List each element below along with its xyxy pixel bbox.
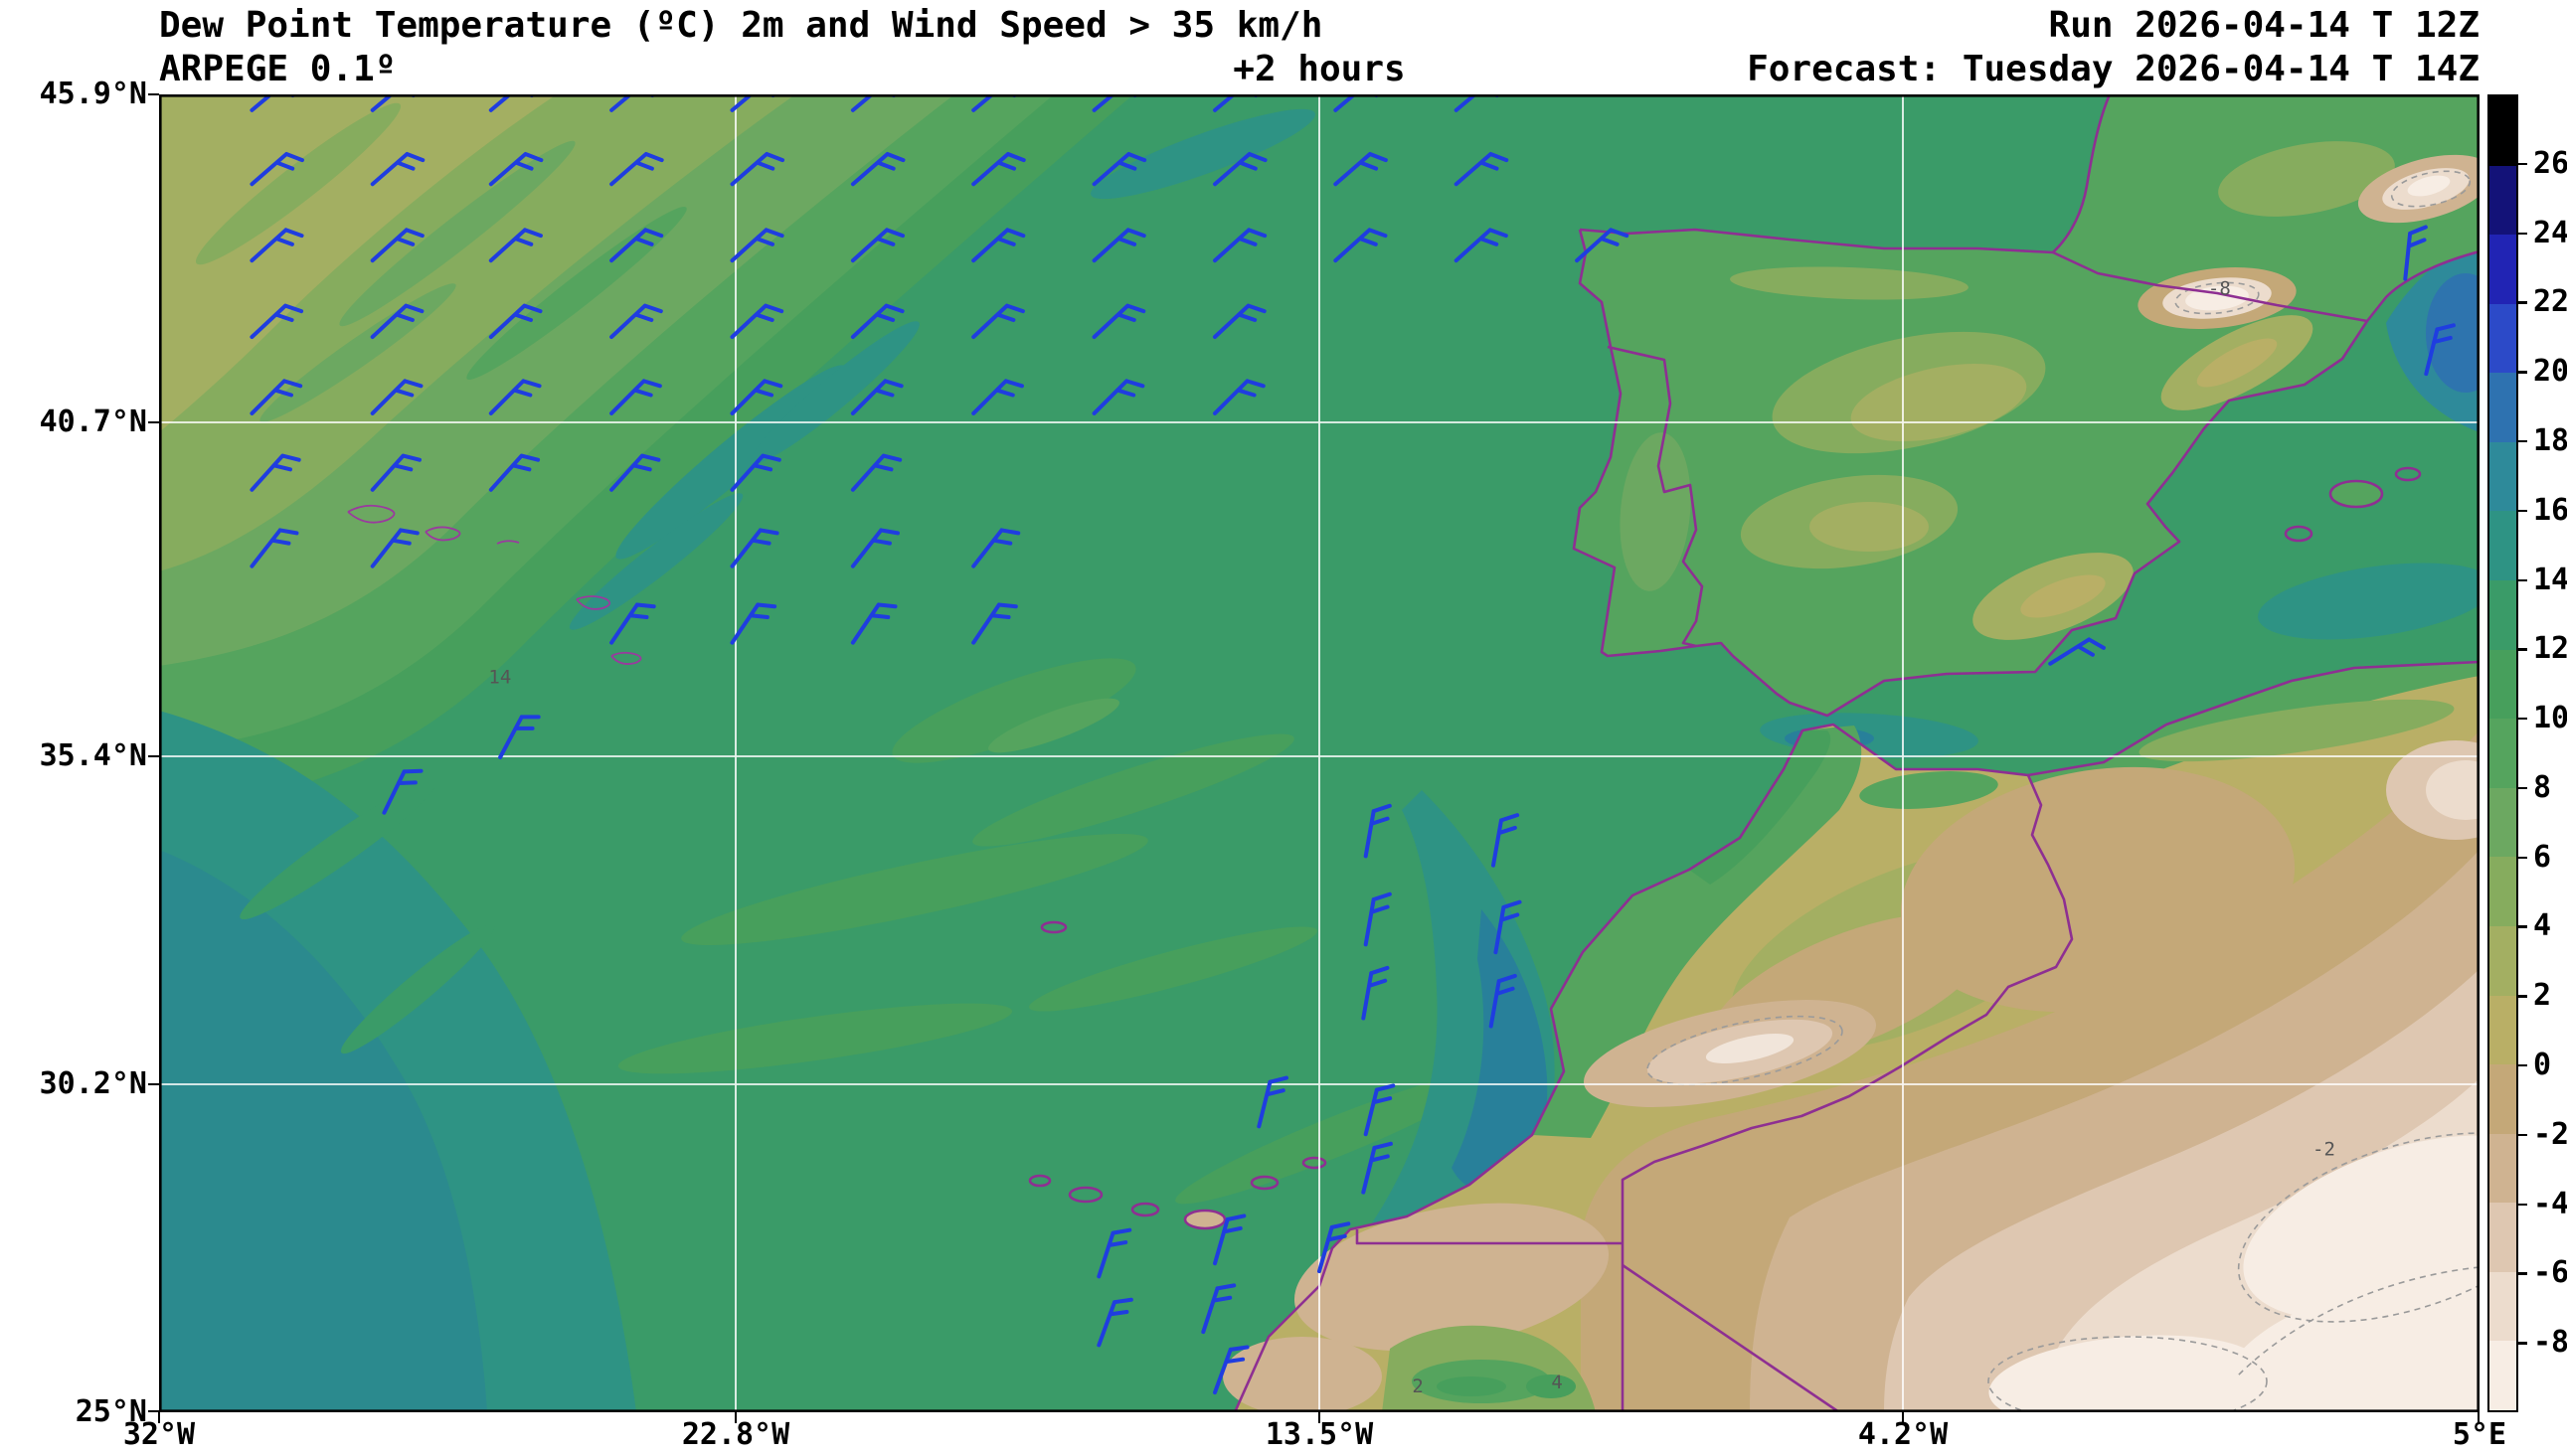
- y-tick-mark: [148, 755, 159, 758]
- colorbar-tick-mark: [2518, 162, 2527, 166]
- colorbar-tick-mark: [2518, 648, 2527, 651]
- contour-label: 2: [1412, 1375, 1423, 1397]
- colorbar-tick-mark: [2518, 439, 2527, 443]
- contour-label-layer: 14 -8 -2 2 4: [488, 278, 2335, 1397]
- contour-label: 14: [488, 667, 511, 689]
- colorbar-tick-mark: [2518, 509, 2527, 513]
- run-label: Run 2026-04-14 T 12Z: [2048, 5, 2480, 46]
- colorbar-tick-mark: [2518, 1064, 2527, 1067]
- y-tick-label: 40.7°N: [39, 404, 147, 439]
- colorbar-segment: [2489, 1203, 2516, 1272]
- colorbar-segment: [2489, 441, 2516, 512]
- chart-title: Dew Point Temperature (ºC) 2m and Wind S…: [159, 5, 1323, 46]
- colorbar-segment: [2489, 1341, 2516, 1410]
- colorbar-segment: [2489, 787, 2516, 858]
- y-tick-label: 35.4°N: [39, 738, 147, 773]
- land-layer: [1223, 94, 2480, 1412]
- colorbar-tick-label: 18: [2533, 422, 2567, 458]
- colorbar-tick-label: 22: [2533, 284, 2567, 320]
- y-tick-mark: [148, 1410, 159, 1413]
- contour-label: -8: [2208, 278, 2231, 300]
- colorbar-tick-label: 0: [2533, 1048, 2552, 1083]
- colorbar-tick-mark: [2518, 301, 2527, 304]
- colorbar-tick-label: 14: [2533, 562, 2567, 597]
- colorbar: [2487, 94, 2518, 1412]
- colorbar-tick-label: 2: [2533, 978, 2552, 1014]
- colorbar-segment: [2489, 511, 2516, 581]
- colorbar-tick-mark: [2518, 578, 2527, 581]
- colorbar-tick-label: 10: [2533, 701, 2567, 736]
- colorbar-tick-label: -2: [2533, 1116, 2567, 1152]
- colorbar-tick-mark: [2518, 1272, 2527, 1275]
- colorbar-tick-mark: [2518, 995, 2527, 998]
- forecast-label: Forecast: Tuesday 2026-04-14 T 14Z: [1747, 49, 2480, 89]
- colorbar-tick-mark: [2518, 1133, 2527, 1137]
- x-tick-mark: [735, 1412, 738, 1423]
- colorbar-segment: [2489, 719, 2516, 788]
- colorbar-tick-label: 16: [2533, 492, 2567, 528]
- x-tick-mark: [2478, 1412, 2481, 1423]
- colorbar-segment: [2489, 303, 2516, 374]
- colorbar-tick-label: 12: [2533, 631, 2567, 667]
- colorbar-tick-mark: [2518, 925, 2527, 928]
- colorbar-tick-label: -4: [2533, 1186, 2567, 1221]
- grid-layer: [159, 94, 2480, 1412]
- contour-label: -2: [2312, 1138, 2335, 1160]
- colorbar-segment: [2489, 96, 2516, 166]
- x-tick-mark: [1902, 1412, 1905, 1423]
- model-label: ARPEGE 0.1º: [159, 49, 397, 89]
- colorbar-segment: [2489, 1064, 2516, 1134]
- map-canvas: 14 -8 -2 2 4: [159, 94, 2480, 1412]
- colorbar-tick-label: 8: [2533, 769, 2552, 805]
- colorbar-tick-label: -8: [2533, 1325, 2567, 1361]
- colorbar-tick-label: -6: [2533, 1255, 2567, 1291]
- colorbar-tick-mark: [2518, 856, 2527, 860]
- colorbar-segment: [2489, 580, 2516, 650]
- colorbar-segment: [2489, 373, 2516, 442]
- colorbar-segment: [2489, 235, 2516, 304]
- colorbar-segment: [2489, 1271, 2516, 1342]
- y-tick-mark: [148, 93, 159, 96]
- y-tick-mark: [148, 421, 159, 424]
- coastline-layer: [1028, 94, 2480, 1412]
- colorbar-tick-label: 20: [2533, 354, 2567, 390]
- colorbar-tick-mark: [2518, 718, 2527, 721]
- colorbar-tick-label: 4: [2533, 908, 2552, 944]
- y-tick-mark: [148, 1083, 159, 1086]
- plot-frame: [159, 94, 2480, 1412]
- colorbar-tick-label: 6: [2533, 839, 2552, 875]
- x-tick-mark: [158, 1412, 161, 1423]
- colorbar-segment: [2489, 857, 2516, 926]
- colorbar-tick-mark: [2518, 1342, 2527, 1345]
- colorbar-segment: [2489, 649, 2516, 720]
- colorbar-tick-mark: [2518, 232, 2527, 235]
- contour-label: 4: [1551, 1372, 1562, 1393]
- y-tick-label: 30.2°N: [39, 1066, 147, 1101]
- colorbar-tick-mark: [2518, 786, 2527, 790]
- colorbar-tick-label: 24: [2533, 215, 2567, 250]
- y-tick-label: 45.9°N: [39, 77, 147, 111]
- colorbar-segment: [2489, 1133, 2516, 1204]
- colorbar-tick-mark: [2518, 1203, 2527, 1207]
- y-tick-label: 25°N: [75, 1394, 147, 1429]
- dry-contours: [1646, 170, 2480, 1412]
- colorbar-segment: [2489, 995, 2516, 1065]
- colorbar-tick-label: 26: [2533, 145, 2567, 181]
- colorbar-tick-mark: [2518, 371, 2527, 374]
- ocean-contours: [347, 504, 642, 665]
- colorbar-segment: [2489, 925, 2516, 996]
- forecast-step: +2 hours: [1233, 49, 1406, 89]
- x-tick-mark: [1318, 1412, 1321, 1423]
- colorbar-segment: [2489, 165, 2516, 236]
